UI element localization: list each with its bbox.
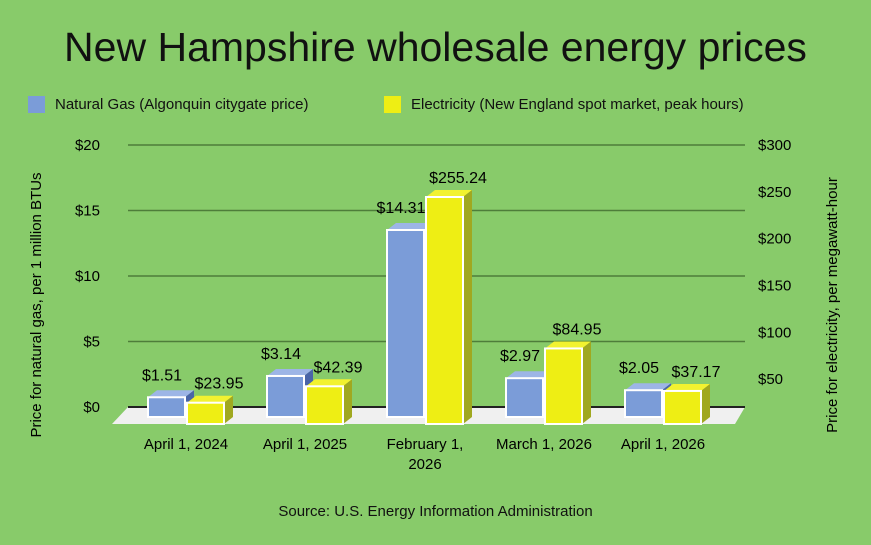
y2-axis-label: Price for electricity, per megawatt-hour	[824, 177, 841, 433]
legend-label-gas: Natural Gas (Algonquin citygate price)	[55, 96, 309, 113]
data-label: $255.24	[429, 170, 487, 187]
bar	[544, 347, 583, 425]
bar-top	[148, 390, 194, 398]
legend-label-electricity: Electricity (New England spot market, pe…	[411, 96, 744, 113]
y-tick-label: $20	[75, 137, 100, 154]
bar	[266, 374, 305, 419]
y2-tick-label: $50	[758, 371, 783, 388]
bar-top	[187, 395, 233, 403]
y2-tick-label: $300	[758, 137, 791, 154]
y-tick-label: $5	[83, 334, 100, 351]
y2-tick-label: $150	[758, 278, 791, 295]
bar	[147, 396, 186, 418]
data-label: $23.95	[195, 376, 244, 393]
bar	[505, 377, 544, 419]
bar-side	[582, 341, 591, 424]
bar-top	[267, 368, 313, 376]
data-label: $84.95	[553, 321, 602, 338]
x-tick-label: April 1, 2024	[144, 436, 228, 453]
data-label: $37.17	[672, 364, 721, 381]
bar-top	[545, 341, 591, 349]
bar-top	[306, 379, 352, 387]
legend-item-gas: Natural Gas (Algonquin citygate price)	[28, 96, 308, 113]
legend-item-electricity: Electricity (New England spot market, pe…	[384, 96, 744, 113]
bar	[305, 385, 344, 426]
bar	[425, 196, 464, 425]
data-label: $2.05	[619, 360, 659, 377]
bar-top	[664, 383, 710, 391]
y-tick-label: $10	[75, 268, 100, 285]
y-tick-label: $0	[83, 399, 100, 416]
y-tick-label: $15	[75, 203, 100, 220]
bar-side	[701, 383, 710, 424]
x-tick-label: 2026	[408, 456, 441, 473]
x-tick-label: March 1, 2026	[496, 436, 592, 453]
y2-tick-label: $250	[758, 184, 791, 201]
data-label: $42.39	[314, 359, 363, 376]
bar-top	[625, 383, 671, 391]
legend-swatch-electricity	[384, 96, 401, 113]
y2-tick-label: $100	[758, 324, 791, 341]
bar-top	[506, 371, 552, 379]
data-label: $1.51	[142, 367, 182, 384]
data-label: $3.14	[261, 346, 301, 363]
bar	[386, 229, 425, 418]
source-note: Source: U.S. Energy Information Administ…	[278, 503, 593, 520]
bar	[663, 389, 702, 426]
data-label: $2.97	[500, 348, 540, 365]
bar-side	[224, 395, 233, 424]
bar-side	[343, 379, 352, 424]
x-tick-label: April 1, 2026	[621, 436, 705, 453]
bar	[624, 389, 663, 418]
bar	[186, 401, 225, 426]
chart-title: New Hampshire wholesale energy prices	[64, 24, 807, 70]
legend-swatch-gas	[28, 96, 45, 113]
y-axis-label: Price for natural gas, per 1 million BTU…	[28, 172, 45, 437]
x-tick-label: April 1, 2025	[263, 436, 347, 453]
x-tick-label: February 1,	[387, 436, 464, 453]
y2-tick-label: $200	[758, 231, 791, 248]
bar-side	[463, 190, 472, 424]
bar-top	[426, 190, 472, 197]
bar-top	[387, 223, 433, 230]
data-label: $14.31	[377, 200, 426, 217]
